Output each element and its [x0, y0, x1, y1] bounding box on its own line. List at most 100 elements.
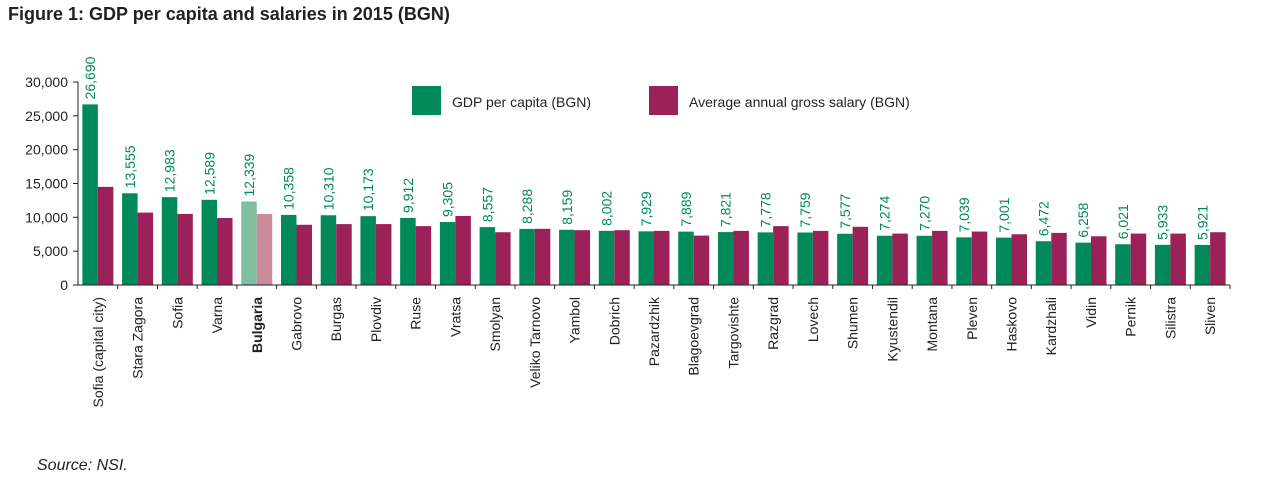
data-label: 5,933	[1155, 205, 1171, 240]
bar-gdp	[559, 229, 575, 285]
bar-gdp	[320, 215, 337, 285]
bar-salary	[654, 230, 670, 285]
bar-gdp	[439, 222, 456, 285]
data-label: 7,001	[996, 197, 1012, 232]
bar-gdp	[757, 232, 774, 285]
bar-gdp	[1115, 244, 1131, 285]
bar-salary	[1051, 232, 1067, 285]
category-label: Blagoevgrad	[686, 297, 702, 376]
category-label: Stara Zagora	[130, 297, 146, 379]
bar-gdp	[360, 216, 376, 285]
bar-gdp	[400, 217, 416, 285]
data-label: 7,274	[877, 196, 893, 231]
category-label: Razgrad	[765, 297, 781, 350]
data-label: 12,589	[201, 152, 217, 195]
y-tick-label: 20,000	[25, 142, 68, 158]
y-tick-label: 0	[60, 277, 68, 293]
bar-gdp	[122, 193, 138, 285]
y-tick-label: 5,000	[33, 243, 68, 259]
x-axis: Sofia (capital city) Stara Zagora Sofia Var…	[78, 284, 1231, 407]
bar-gdp	[598, 230, 615, 285]
y-tick-label: 30,000	[25, 74, 68, 90]
category-label: Shumen	[845, 297, 861, 349]
data-label: 7,577	[837, 193, 853, 228]
bar-salary	[336, 224, 352, 285]
category-label: Pleven	[964, 297, 980, 340]
bar-gdp	[638, 231, 654, 285]
category-label: Bulgaria	[249, 297, 265, 353]
y-tick-label: 15,000	[25, 176, 68, 192]
category-label: Vratsa	[447, 297, 463, 337]
category-label: Pernik	[1123, 296, 1139, 337]
bar-salary	[812, 230, 829, 285]
y-tick-label: 10,000	[25, 209, 68, 225]
data-label: 7,759	[797, 192, 813, 227]
data-label: 7,821	[718, 192, 734, 227]
category-label: Targovishte	[725, 297, 741, 369]
legend-label-gdp: GDP per capita (BGN)	[452, 94, 591, 110]
category-label: Plovdiv	[368, 297, 384, 342]
bar-gdp	[996, 237, 1012, 285]
bar-salary	[971, 231, 988, 285]
bar-gdp	[479, 227, 496, 285]
data-label: 7,778	[757, 192, 773, 227]
bar-salary	[177, 213, 193, 285]
bar-salary	[693, 235, 710, 285]
bar-gdp	[678, 231, 694, 285]
bar-salary	[1090, 236, 1107, 285]
data-label: 12,983	[162, 149, 178, 192]
bars	[82, 104, 1226, 285]
bar-gdp	[519, 228, 535, 285]
bar-salary	[852, 226, 869, 285]
category-label: Lovech	[805, 297, 821, 342]
data-label: 6,021	[1115, 204, 1131, 239]
bar-gdp	[916, 235, 933, 285]
bar-gdp	[1154, 244, 1171, 285]
data-label: 8,288	[519, 189, 535, 224]
data-label: 9,305	[440, 182, 456, 217]
data-label: 12,339	[241, 153, 257, 196]
category-label: Haskovo	[1004, 297, 1020, 352]
data-label: 7,039	[956, 197, 972, 232]
bar-gdp	[717, 232, 734, 285]
legend-swatch-salary	[649, 86, 678, 115]
bar-salary	[375, 224, 392, 285]
y-axis: 0 5,000 10,000 15,000 20,000 25,000 30,000	[25, 74, 79, 293]
bar-salary	[455, 215, 471, 285]
category-label: Sofia	[169, 297, 185, 329]
bar-gdp	[837, 233, 853, 285]
data-label: 10,310	[320, 167, 336, 210]
bar-gdp	[876, 235, 893, 285]
bar-gdp	[1075, 242, 1091, 285]
bar-salary	[614, 230, 630, 285]
category-label: Montana	[924, 297, 940, 352]
data-label: 6,472	[1035, 201, 1051, 236]
category-label: Varna	[209, 297, 225, 334]
bar-salary	[733, 230, 749, 285]
category-label: Veliko Tarnovo	[527, 297, 543, 388]
bar-gdp	[956, 237, 972, 285]
bar-salary	[256, 213, 273, 285]
data-label: 8,557	[479, 187, 495, 222]
legend-swatch-gdp	[412, 86, 441, 115]
bar-gdp	[241, 201, 257, 285]
bar-gdp	[161, 197, 178, 285]
bar-salary	[137, 212, 154, 285]
bar-salary	[534, 228, 551, 285]
bar-salary	[415, 226, 432, 285]
bar-salary	[892, 233, 908, 285]
bar-gdp	[1194, 244, 1211, 285]
data-label: 7,929	[638, 191, 654, 226]
category-label: Kardzhali	[1043, 297, 1059, 355]
bar-salary	[217, 218, 233, 285]
data-label: 8,159	[559, 190, 575, 225]
source-note: Source: NSI.	[37, 457, 128, 474]
category-label: Pazardzhik	[646, 296, 662, 366]
data-label: 26,690	[82, 56, 98, 99]
data-label: 8,002	[599, 191, 615, 226]
category-label: Gabrovo	[288, 297, 304, 351]
bar-salary	[773, 226, 789, 285]
bar-gdp	[201, 199, 218, 285]
bar-salary	[1210, 232, 1226, 285]
